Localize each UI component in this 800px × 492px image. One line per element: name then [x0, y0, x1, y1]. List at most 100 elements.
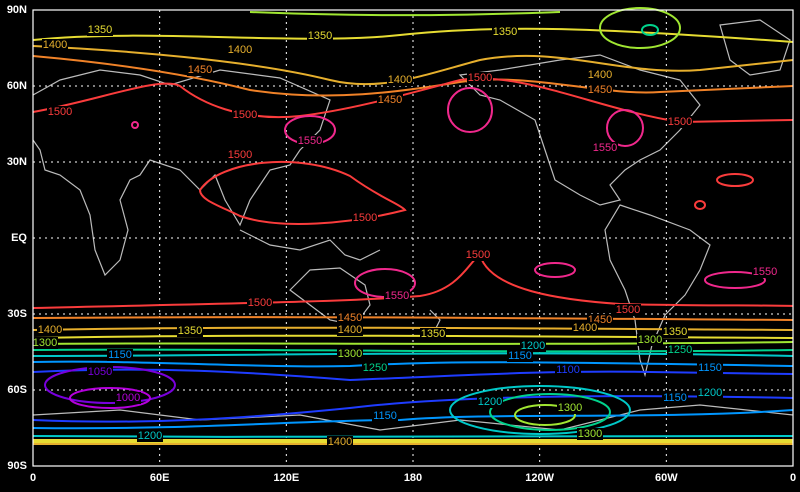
contour-label: 1200 — [521, 340, 545, 352]
contour-line — [703, 271, 767, 289]
contour-line — [32, 27, 794, 43]
contour-label: 1500 — [48, 106, 72, 118]
contour-line — [32, 395, 794, 423]
contour-line — [488, 393, 612, 431]
contour-line — [448, 385, 632, 435]
lat-label: 60S — [7, 384, 27, 396]
contour-label: 1550 — [385, 290, 409, 302]
label-backing — [465, 249, 491, 261]
label-backing — [637, 334, 663, 346]
label-backing — [337, 348, 363, 360]
label-backing — [667, 116, 693, 128]
label-backing — [32, 337, 58, 349]
contour-label: 1500 — [468, 72, 492, 84]
contour-label: 1500 — [466, 249, 490, 261]
label-backing — [337, 312, 363, 324]
contour-label: 1200 — [698, 387, 722, 399]
contour-label: 1500 — [616, 304, 640, 316]
label-backing — [87, 24, 113, 36]
label-backing — [107, 349, 133, 361]
label-backing — [42, 39, 68, 51]
contour-label: 1350 — [493, 26, 517, 38]
label-backing — [377, 94, 403, 106]
label-backing — [307, 30, 333, 42]
label-backing — [467, 72, 493, 84]
label-backing — [115, 392, 141, 404]
contour-label: 1500 — [353, 212, 377, 224]
label-backing — [577, 428, 603, 440]
contour-label: 1350 — [178, 325, 202, 337]
contour-label: 1450 — [188, 64, 212, 76]
contour-line — [533, 262, 577, 278]
contour-label: 1150 — [108, 349, 132, 361]
label-backing — [752, 266, 778, 278]
contour-label: 1400 — [228, 44, 252, 56]
label-backing — [507, 350, 533, 362]
lon-label: 120W — [525, 472, 554, 484]
contour-line — [68, 387, 152, 409]
label-backing — [697, 362, 723, 374]
contour-label: 1250 — [363, 362, 387, 374]
contour-label: 1300 — [338, 348, 362, 360]
contour-label: 1150 — [663, 392, 687, 404]
contour-label: 1400 — [43, 39, 67, 51]
contour-label: 1150 — [698, 362, 722, 374]
lon-label: 120E — [273, 472, 299, 484]
label-backing — [187, 64, 213, 76]
contour-line — [198, 160, 407, 225]
contour-label: 1200 — [478, 396, 502, 408]
label-backing — [587, 84, 613, 96]
label-backing — [587, 69, 613, 81]
contour-label: 1250 — [668, 344, 692, 356]
contour-line — [640, 24, 660, 36]
label-backing — [520, 340, 546, 352]
contour-label: 1100 — [556, 364, 580, 376]
contour-line — [32, 409, 794, 430]
contour-label: 1400 — [38, 324, 62, 336]
contour-label: 1500 — [233, 109, 257, 121]
contour-label: 1400 — [388, 74, 412, 86]
contour-label: 1450 — [338, 312, 362, 324]
lon-label: 0 — [790, 472, 796, 484]
contour-label: 1550 — [298, 135, 322, 147]
label-backing — [662, 326, 688, 338]
contour-label: 1450 — [378, 94, 402, 106]
contour-line — [353, 268, 417, 298]
contour-line — [513, 404, 577, 426]
contour-line — [693, 200, 707, 210]
contour-line — [32, 316, 794, 321]
contour-label: 1450 — [588, 84, 612, 96]
label-backing — [387, 74, 413, 86]
contour-line — [32, 55, 794, 97]
label-backing — [477, 396, 503, 408]
contour-label: 1350 — [308, 30, 332, 42]
label-backing — [555, 364, 581, 376]
lon-label: 180 — [404, 472, 422, 484]
contour-line — [715, 173, 755, 187]
contour-label: 1350 — [663, 326, 687, 338]
contour-label: 1350 — [421, 328, 445, 340]
lon-label: 0 — [30, 472, 36, 484]
label-backing — [297, 135, 323, 147]
contour-line — [249, 11, 561, 17]
contour-labels: 1350 1350 1350 1400 1400 1400 1400 1450 1450 1450… — [32, 24, 778, 448]
label-backing — [420, 328, 446, 340]
contour-line — [32, 341, 794, 345]
contour-label: 1400 — [573, 322, 597, 334]
contour-label: 1300 — [638, 334, 662, 346]
label-backing — [337, 324, 363, 336]
label-backing — [697, 387, 723, 399]
contour-label: 1550 — [593, 142, 617, 154]
contour-label: 1050 — [88, 366, 112, 378]
contour-label: 1400 — [328, 436, 352, 448]
label-backing — [667, 344, 693, 356]
contour-label: 1500 — [668, 116, 692, 128]
contour-label: 1350 — [88, 24, 112, 36]
frame — [32, 9, 794, 467]
label-backing — [227, 44, 253, 56]
lat-label: 60N — [7, 80, 27, 92]
contour-label: 1500 — [228, 149, 252, 161]
label-backing — [592, 142, 618, 154]
